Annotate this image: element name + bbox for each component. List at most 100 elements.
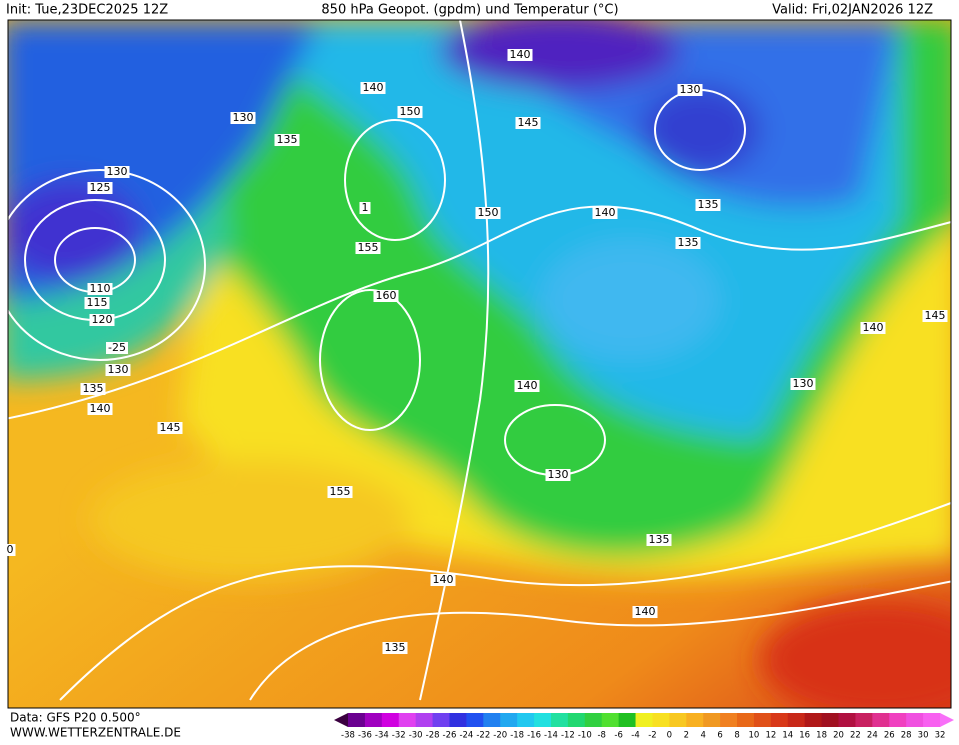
legend-swatch: [787, 713, 806, 727]
legend-swatch: [635, 713, 653, 727]
legend-label: 10: [749, 731, 760, 741]
legend-label: -14: [544, 731, 558, 741]
contour-label: 110: [90, 282, 111, 295]
contour-label: 140: [635, 605, 656, 618]
legend-label: 2: [684, 731, 689, 741]
contour-label: 145: [518, 116, 539, 129]
legend-swatch: [550, 713, 569, 727]
legend-swatch: [517, 713, 535, 727]
legend-swatch: [500, 713, 518, 727]
contour-label: 150: [400, 105, 421, 118]
contour-label: 135: [698, 198, 719, 211]
legend-swatch: [770, 713, 789, 727]
contour-label: 150: [478, 206, 499, 219]
label-box: [507, 49, 533, 61]
legend-swatch: [855, 713, 873, 727]
legend-label: 22: [850, 731, 861, 741]
label-box: [515, 117, 541, 129]
legend-label: 6: [717, 731, 722, 741]
label-box: [592, 207, 618, 219]
legend-label: 4: [700, 731, 705, 741]
contour-label: 130: [233, 111, 254, 124]
contour-label: 135: [678, 236, 699, 249]
data-source: Data: GFS P20 0.500°: [10, 711, 141, 725]
label-box: [105, 364, 131, 376]
label-box: [87, 182, 113, 194]
contour-label: 140: [517, 379, 538, 392]
legend-swatch: [872, 713, 890, 727]
contour-label: 135: [277, 133, 298, 146]
legend-label: -18: [510, 731, 524, 741]
isohypses: [8, 20, 951, 701]
label-box: [695, 199, 721, 211]
contour-label: 130: [793, 377, 814, 390]
legend-label: -6: [614, 731, 622, 741]
contour-label: 135: [83, 382, 104, 395]
legend-label: -2: [648, 731, 656, 741]
contour-label: 140: [595, 206, 616, 219]
label-box: [430, 574, 456, 586]
legend-label: -26: [443, 731, 457, 741]
valid-time: Valid: Fri,02JAN2026 12Z: [772, 3, 933, 18]
legend-label: 28: [901, 731, 912, 741]
legend-swatch: [821, 713, 840, 727]
contour-label: 130: [680, 83, 701, 96]
legend-label: 16: [799, 731, 810, 741]
label-box: [327, 486, 353, 498]
label-box: [675, 237, 701, 249]
legend-swatch: [703, 713, 721, 727]
legend-swatch: [838, 713, 856, 727]
init-time: Init: Tue,23DEC2025 12Z: [6, 3, 168, 18]
legend-arrow: [940, 713, 954, 727]
legend-swatch: [415, 713, 434, 727]
contour-label: 120: [92, 313, 113, 326]
contour-label: 145: [160, 421, 181, 434]
legend-label: -30: [409, 731, 423, 741]
legend-label: -36: [358, 731, 372, 741]
color-legend: -38 -36 -34 -32 -30 -28 -26 -24 -22 -20 -18 -16 -14-…: [334, 713, 954, 741]
legend-label: 0: [667, 731, 672, 741]
contour-label: 130: [548, 468, 569, 481]
legend-swatch: [381, 713, 400, 727]
legend-label: -22: [476, 731, 490, 741]
label-box: [632, 606, 658, 618]
legend-label: 8: [734, 731, 739, 741]
legend-label: 32: [935, 731, 946, 741]
legend-swatch: [889, 713, 907, 727]
contour-label: 140: [90, 402, 111, 415]
legend-swatch: [720, 713, 738, 727]
legend-label: -12: [561, 731, 575, 741]
label-box: [790, 378, 816, 390]
legend-swatch: [618, 713, 637, 727]
label-box: [382, 642, 408, 654]
legend-swatch: [432, 713, 450, 727]
label-box: [475, 207, 501, 219]
legend-swatch: [534, 713, 552, 727]
legend-swatch: [686, 713, 704, 727]
label-box: [106, 342, 128, 354]
legend-swatch: [466, 713, 484, 727]
label-box: [89, 314, 115, 326]
legend-label: 14: [782, 731, 793, 741]
label-box: [646, 534, 672, 546]
contour-label: -25: [108, 341, 126, 354]
contour-label: 140: [863, 321, 884, 334]
contour-label: 130: [108, 363, 129, 376]
label-box: [373, 290, 399, 302]
contour-label: 155: [358, 241, 379, 254]
legend-label: -28: [426, 731, 440, 741]
contour-label: 1: [362, 201, 369, 214]
legend-swatch: [449, 713, 467, 727]
label-box: [104, 166, 130, 178]
label-box: [80, 383, 106, 395]
contour-label: 155: [330, 485, 351, 498]
legend-label: 26: [884, 731, 895, 741]
contour-label: 115: [87, 296, 108, 309]
legend-label: 12: [765, 731, 776, 741]
label-box: [87, 403, 113, 415]
contour-label: 0: [7, 543, 14, 556]
label-box: [359, 202, 371, 214]
legend-swatch: [483, 713, 501, 727]
legend-label: -20: [493, 731, 507, 741]
